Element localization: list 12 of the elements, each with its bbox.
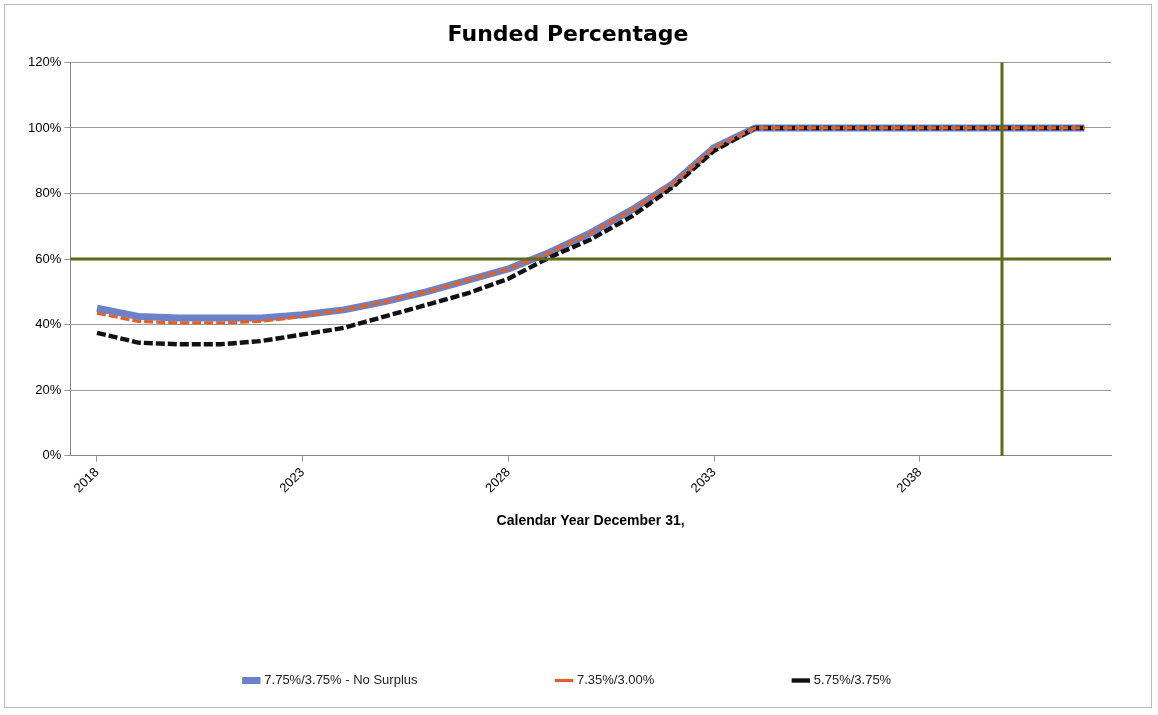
legend-label: 7.35%/3.00%	[577, 672, 655, 688]
legend-label: 7.75%/3.75% - No Surplus	[264, 672, 419, 688]
x-axis-title: Calendar Year December 31,	[496, 512, 685, 529]
y-tick-label: 20%	[35, 381, 62, 397]
y-tick-label: 80%	[35, 185, 62, 201]
chart-title: Funded Percentage	[447, 20, 689, 46]
y-tick-label: 100%	[28, 119, 62, 135]
y-tick-label: 0%	[42, 447, 62, 463]
y-tick-label: 60%	[35, 250, 62, 266]
y-tick-label: 40%	[35, 316, 62, 332]
legend-label: 5.75%/3.75%	[813, 672, 892, 688]
y-tick-label: 120%	[28, 53, 62, 69]
